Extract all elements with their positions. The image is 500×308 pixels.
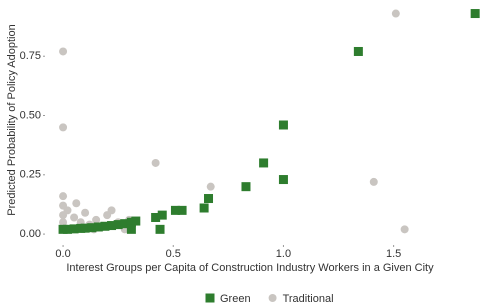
x-tick-label: 0.5 [166, 248, 181, 260]
point [92, 215, 101, 224]
y-tick-label: 0.25 [20, 169, 41, 181]
y-tick-label: 0.50 [20, 109, 41, 121]
point [120, 219, 130, 229]
point [69, 224, 79, 234]
point [72, 199, 81, 208]
point [157, 210, 167, 220]
x-axis-label: Interest Groups per Capita of Constructi… [66, 262, 434, 274]
point [87, 223, 97, 233]
legend-label: Green [220, 293, 251, 305]
point [259, 158, 269, 168]
x-tick-label: 1.5 [386, 248, 401, 260]
point [151, 158, 160, 167]
point [391, 9, 400, 18]
point [177, 205, 187, 215]
point [59, 123, 68, 132]
legend-label: Traditional [283, 293, 334, 305]
point [81, 208, 90, 217]
point [155, 224, 165, 234]
point [170, 205, 180, 215]
point [400, 225, 409, 234]
point [278, 175, 288, 185]
point [151, 212, 161, 222]
point [204, 194, 214, 204]
point [107, 221, 117, 231]
point [63, 206, 72, 215]
point [241, 182, 251, 192]
point [59, 192, 68, 201]
point [100, 221, 110, 231]
point [93, 222, 103, 232]
point [353, 46, 363, 56]
y-tick-label: 0.75 [20, 50, 41, 62]
point [126, 224, 136, 234]
point [70, 213, 79, 222]
legend-swatch [268, 294, 277, 302]
point [278, 120, 288, 130]
x-tick-label: 1.0 [276, 248, 291, 260]
point [131, 216, 141, 226]
point [470, 9, 480, 19]
x-tick-label: 0.0 [55, 248, 70, 260]
y-tick-label: 0.00 [20, 228, 41, 240]
point [369, 177, 378, 186]
legend-swatch [205, 293, 215, 303]
point [113, 220, 123, 230]
point [80, 223, 90, 233]
point [62, 224, 72, 234]
point [59, 47, 68, 56]
point [107, 206, 116, 215]
point [199, 203, 209, 213]
point [206, 182, 215, 191]
y-axis-label: Predicted Probability of Policy Adoption [6, 24, 18, 215]
